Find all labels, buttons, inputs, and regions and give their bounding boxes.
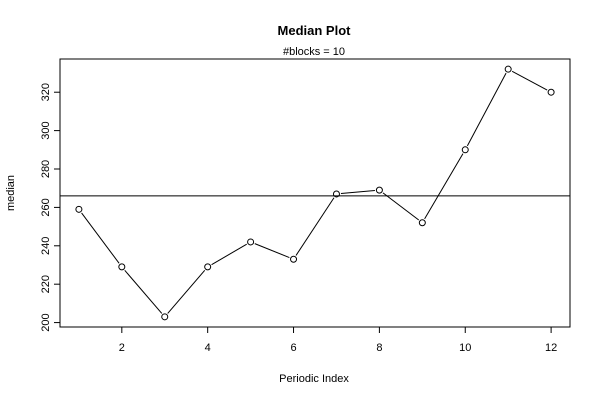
chart-subtitle: #blocks = 10: [283, 46, 345, 58]
series-segment: [81, 212, 120, 264]
x-tick-label: 6: [290, 342, 296, 354]
x-tick-label: 12: [545, 342, 557, 354]
plot-frame: [59, 58, 571, 328]
y-tick-label: 320: [40, 83, 52, 101]
y-tick-label: 240: [40, 237, 52, 255]
data-point: [547, 88, 555, 96]
x-axis-label: Periodic Index: [279, 373, 349, 385]
series-segment: [124, 269, 163, 314]
data-point: [461, 146, 469, 154]
y-tick-label: 200: [40, 313, 52, 331]
x-axis: 2 4 6 8 10 12: [119, 327, 557, 354]
data-point: [75, 205, 83, 213]
data-point: [161, 313, 169, 321]
x-tick-label: 4: [205, 342, 211, 354]
y-axis: 200 220 240 260 280 300 320: [40, 83, 60, 332]
x-tick-label: 2: [119, 342, 125, 354]
data-point: [247, 238, 255, 246]
series-segment: [424, 153, 464, 220]
data-point: [504, 65, 512, 73]
series-segment: [254, 243, 290, 259]
y-tick-label: 280: [40, 160, 52, 178]
data-point: [375, 186, 383, 194]
series-segment: [511, 70, 548, 91]
series-segment: [167, 269, 206, 314]
data-point: [418, 219, 426, 227]
series-segment: [211, 243, 247, 266]
y-axis-label: median: [5, 175, 17, 211]
data-point: [118, 263, 126, 271]
x-tick-label: 10: [459, 342, 471, 354]
data-point: [290, 255, 298, 263]
x-tick-label: 8: [376, 342, 382, 354]
y-tick-label: 300: [40, 121, 52, 139]
y-tick-label: 260: [40, 198, 52, 216]
series-segment: [466, 72, 507, 147]
data-point: [332, 190, 340, 198]
data-point: [204, 263, 212, 271]
chart-title: Median Plot: [278, 23, 352, 38]
series-segment: [295, 197, 335, 256]
median-series: [75, 65, 555, 321]
series-segment: [382, 192, 420, 221]
y-tick-label: 220: [40, 275, 52, 293]
series-segment: [340, 190, 375, 195]
